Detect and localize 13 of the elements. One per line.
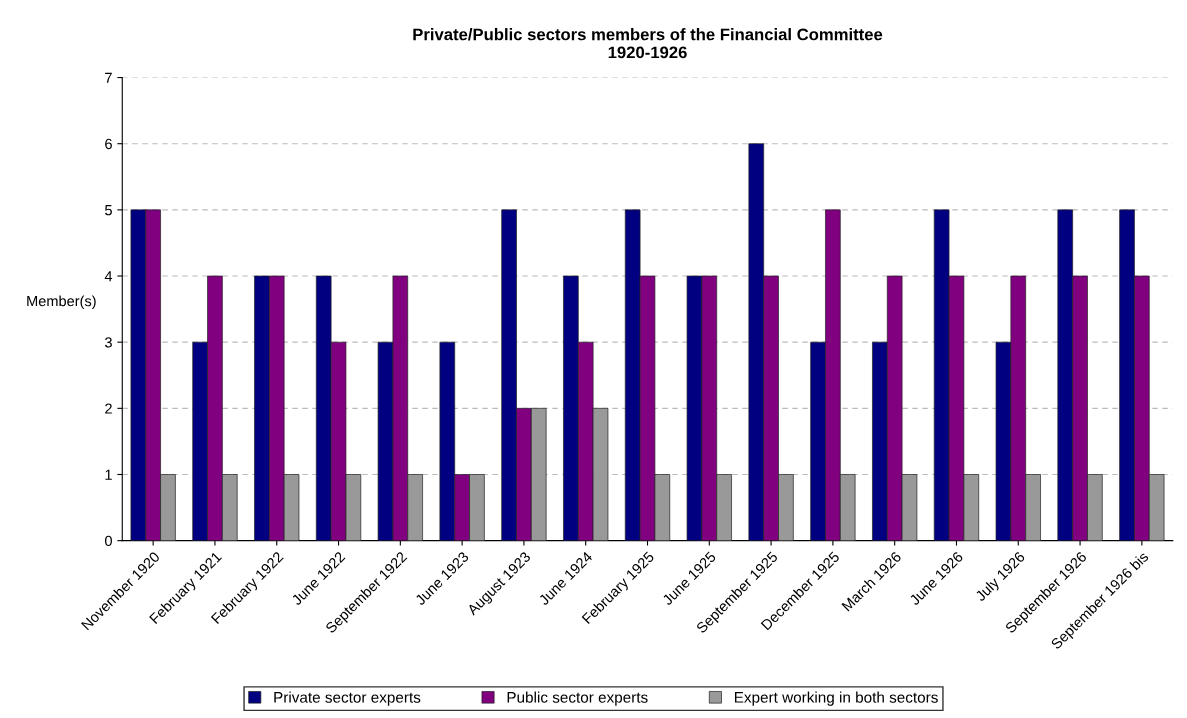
legend-label: Expert working in both sectors (734, 691, 938, 706)
y-tick-label: 3 (104, 337, 112, 348)
y-tick-label: 7 (105, 72, 112, 83)
chart-title: Private/Public sectors members of the Financial Committee 1920-1926 (413, 28, 883, 59)
y-axis-title: Member(s) (27, 295, 96, 310)
legend-label: Public sector experts (507, 691, 648, 706)
y-tick-label: 0 (105, 535, 112, 547)
y-tick-label: 5 (105, 205, 112, 216)
y-tick-label: 4 (104, 271, 113, 282)
y-tick-label: 1 (105, 469, 112, 480)
y-tick-label: 2 (105, 403, 112, 414)
legend-label: Private sector experts (274, 691, 421, 706)
y-tick-label: 6 (105, 138, 112, 150)
